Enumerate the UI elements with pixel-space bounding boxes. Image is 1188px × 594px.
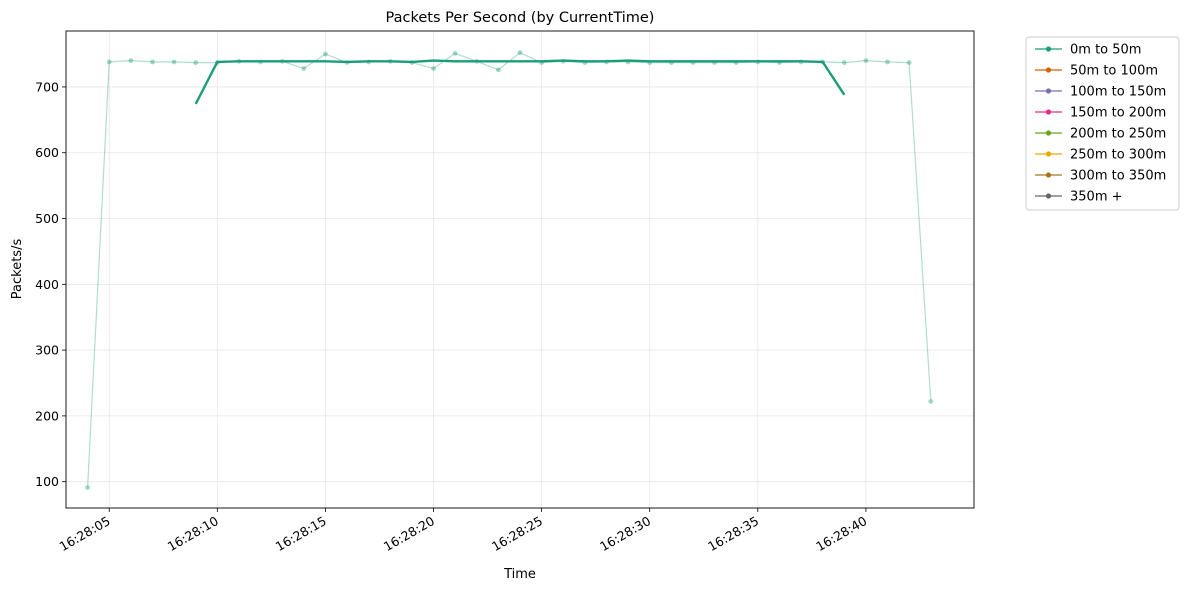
data-point bbox=[323, 51, 328, 57]
x-axis-label: Time bbox=[503, 567, 536, 582]
legend-label: 100m to 150m bbox=[1070, 85, 1166, 100]
data-point bbox=[150, 59, 155, 65]
y-tick-label: 300 bbox=[35, 343, 59, 358]
data-point bbox=[171, 59, 177, 65]
chart-title: Packets Per Second (by CurrentTime) bbox=[386, 10, 655, 26]
data-point bbox=[906, 60, 912, 65]
data-point bbox=[517, 50, 523, 56]
data-point bbox=[301, 66, 307, 71]
legend-label: 200m to 250m bbox=[1070, 127, 1166, 142]
legend-swatch-marker bbox=[1045, 193, 1052, 199]
grid-layer bbox=[66, 31, 974, 508]
y-tick-label: 100 bbox=[35, 474, 59, 489]
plot-frame bbox=[65, 30, 975, 509]
y-tick-label: 400 bbox=[35, 277, 59, 292]
legend-swatch-marker bbox=[1045, 46, 1052, 52]
legend-label: 250m to 300m bbox=[1070, 148, 1166, 163]
data-point bbox=[885, 59, 890, 65]
data-point bbox=[452, 50, 458, 56]
legend-frame bbox=[1025, 36, 1180, 211]
legend-label: 50m to 100m bbox=[1070, 64, 1158, 79]
y-tick-label: 700 bbox=[35, 79, 59, 94]
legend-swatch-marker bbox=[1045, 172, 1052, 178]
legend-swatch-marker bbox=[1045, 151, 1052, 157]
y-tick-label: 200 bbox=[35, 408, 59, 423]
data-point bbox=[431, 66, 436, 71]
legend-label: 350m + bbox=[1070, 190, 1123, 205]
y-tick-label: 600 bbox=[35, 145, 59, 160]
legend-swatch-marker bbox=[1045, 109, 1052, 115]
data-point bbox=[106, 59, 112, 65]
legend-label: 150m to 200m bbox=[1070, 106, 1166, 121]
legend: 0m to 50m 50m to 100m 100m to 150m 150m to … bbox=[1025, 36, 1180, 211]
data-point bbox=[495, 67, 501, 73]
legend-swatch-marker bbox=[1045, 88, 1052, 94]
data-point bbox=[841, 60, 847, 65]
legend-label: 300m to 350m bbox=[1070, 169, 1166, 184]
y-tick-label: 500 bbox=[35, 211, 59, 226]
legend-swatch-marker bbox=[1045, 67, 1052, 73]
data-point bbox=[128, 58, 134, 64]
data-point bbox=[193, 60, 199, 65]
series-layer bbox=[85, 50, 934, 491]
legend-swatch-marker bbox=[1045, 130, 1052, 136]
y-axis-label: Packets/s bbox=[10, 239, 25, 300]
series-smoothed-line bbox=[194, 59, 846, 105]
data-point bbox=[928, 399, 934, 404]
data-point bbox=[85, 485, 91, 491]
data-point bbox=[863, 58, 869, 64]
legend-label: 0m to 50m bbox=[1070, 43, 1141, 58]
